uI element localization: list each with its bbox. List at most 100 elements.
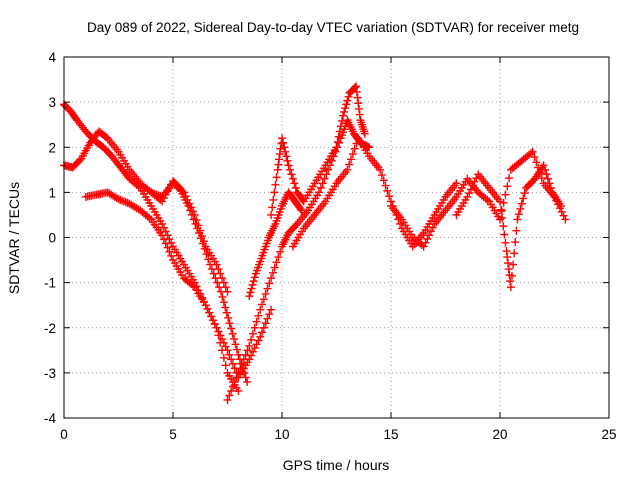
data-point <box>218 274 227 283</box>
data-point <box>256 332 265 341</box>
data-point <box>263 314 272 323</box>
data-point <box>270 188 279 197</box>
data-point <box>147 188 156 197</box>
data-point <box>316 183 325 192</box>
data-point <box>154 191 163 200</box>
data-point <box>238 359 247 368</box>
data-point <box>159 235 168 244</box>
data-point <box>497 207 506 216</box>
data-point <box>119 197 128 206</box>
data-point <box>265 279 274 288</box>
data-point <box>343 96 352 105</box>
data-point <box>228 359 237 368</box>
data-point <box>116 195 125 204</box>
y-tick-label: 2 <box>48 140 56 155</box>
series-track-f <box>288 134 461 251</box>
data-point <box>275 150 284 159</box>
data-point <box>207 312 216 321</box>
data-point <box>283 156 292 165</box>
data-point <box>261 319 270 328</box>
data-point <box>288 174 297 183</box>
data-point <box>546 183 555 192</box>
data-point <box>360 129 369 138</box>
data-point <box>236 364 245 373</box>
data-point <box>256 305 265 314</box>
data-point <box>263 284 272 293</box>
series-track-i <box>245 188 306 301</box>
data-point <box>287 170 296 179</box>
data-point <box>205 308 214 317</box>
data-point <box>190 210 199 219</box>
y-tick-label: -4 <box>44 411 56 426</box>
data-point <box>557 201 566 210</box>
data-point <box>350 144 359 153</box>
data-point <box>250 273 259 282</box>
data-point <box>355 110 364 119</box>
chart-title: Day 089 of 2022, Sidereal Day-to-day VTE… <box>87 20 579 35</box>
data-point <box>463 192 472 201</box>
data-point <box>227 355 236 364</box>
data-point <box>335 127 344 136</box>
data-point <box>230 335 239 344</box>
data-point <box>167 251 176 260</box>
data-point <box>223 287 232 296</box>
data-point <box>341 104 350 113</box>
data-point <box>239 355 248 364</box>
data-point <box>261 289 270 298</box>
data-point <box>218 346 227 355</box>
data-point <box>507 271 516 280</box>
data-point <box>354 99 363 108</box>
data-point <box>75 156 84 165</box>
data-point <box>506 283 515 292</box>
data-point <box>221 283 230 292</box>
data-point <box>541 165 550 174</box>
data-point <box>320 174 329 183</box>
data-point <box>194 221 203 230</box>
data-point <box>158 219 167 228</box>
data-point <box>352 87 361 96</box>
data-point <box>291 183 300 192</box>
data-point <box>259 323 268 332</box>
data-point <box>249 277 258 286</box>
data-point <box>267 305 276 314</box>
data-point <box>501 190 510 199</box>
data-point <box>196 226 205 235</box>
data-point <box>243 346 252 355</box>
data-point <box>324 165 333 174</box>
data-point <box>165 247 174 256</box>
data-point <box>118 196 127 205</box>
series-track-j <box>147 179 232 296</box>
data-point <box>214 265 223 274</box>
data-point <box>181 192 190 201</box>
data-point <box>296 204 305 213</box>
data-point <box>339 111 348 120</box>
data-point <box>496 197 504 206</box>
data-point <box>297 206 306 215</box>
data-point <box>419 242 428 251</box>
data-point <box>234 350 243 359</box>
data-point <box>280 143 289 152</box>
data-point <box>252 340 261 349</box>
data-point <box>267 274 276 283</box>
data-point <box>505 174 514 183</box>
data-point <box>351 83 360 92</box>
y-tick-label: 3 <box>48 95 56 110</box>
data-point <box>145 213 154 222</box>
data-point <box>377 171 386 180</box>
data-point <box>218 335 227 344</box>
data-point <box>528 147 537 156</box>
data-point <box>158 231 167 240</box>
data-point <box>219 353 228 362</box>
data-point <box>383 186 392 195</box>
data-point <box>250 344 259 353</box>
data-point <box>517 199 526 208</box>
data-point <box>421 238 430 247</box>
data-point <box>353 93 362 102</box>
series-track-h <box>452 161 566 292</box>
data-point <box>222 308 231 317</box>
data-point <box>232 345 241 354</box>
data-point <box>234 386 243 395</box>
axis-ticks: 0 5 10 15 20 25 -4 -3 -2 -1 0 1 2 3 4 <box>44 50 617 442</box>
data-point <box>185 199 194 208</box>
